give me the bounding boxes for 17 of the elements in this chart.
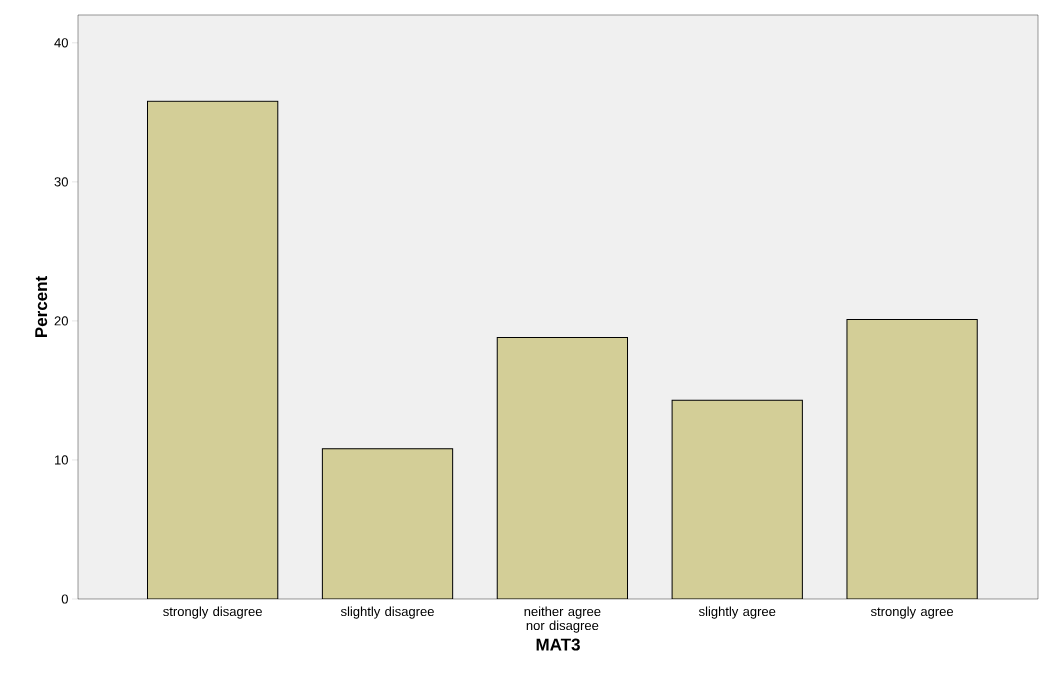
x-tick-label: slightly disagree bbox=[340, 606, 434, 619]
y-tick-label: 10 bbox=[55, 455, 68, 465]
x-tick-label: strongly agree bbox=[870, 606, 954, 619]
bar bbox=[671, 399, 803, 599]
bar bbox=[147, 101, 278, 599]
y-axis-title: Percent bbox=[35, 276, 48, 338]
x-axis-title: MAT3 bbox=[536, 638, 580, 651]
bar bbox=[496, 337, 629, 599]
y-tick-label: 0 bbox=[61, 594, 68, 604]
x-tick-label: slightly agree bbox=[698, 606, 776, 619]
bar bbox=[321, 448, 454, 599]
y-tick-label: 20 bbox=[54, 316, 68, 326]
y-tick-label: 40 bbox=[54, 38, 68, 48]
y-tick-label: 30 bbox=[54, 177, 68, 187]
x-tick-label: neither agree nor disagree bbox=[524, 606, 601, 633]
x-tick-label: strongly disagree bbox=[163, 606, 262, 619]
bar bbox=[846, 319, 978, 599]
